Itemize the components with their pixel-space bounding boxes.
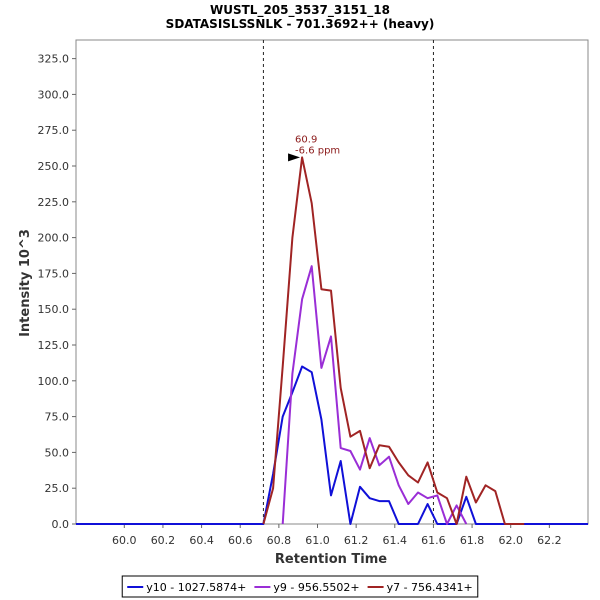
legend-entry: y7 - 756.4341+ [387, 581, 473, 594]
y-tick-label: 200.0 [38, 232, 70, 245]
x-axis-label: Retention Time [275, 552, 387, 567]
legend-entry: y10 - 1027.5874+ [146, 581, 246, 594]
x-tick-label: 61.8 [460, 534, 485, 547]
y-tick-label: 250.0 [38, 160, 70, 173]
legend-entry: y9 - 956.5502+ [273, 581, 359, 594]
chart-title: WUSTL_205_3537_3151_18 [210, 3, 390, 18]
series-line [76, 365, 588, 525]
x-tick-label: 61.0 [305, 534, 330, 547]
x-tick-label: 60.6 [228, 534, 253, 547]
peak-rt-label: 60.9 [295, 134, 317, 145]
y-axis-label: Intensity 10^3 [18, 229, 33, 337]
y-tick-label: 25.0 [45, 482, 70, 495]
x-tick-label: 61.4 [383, 534, 408, 547]
y-tick-label: 275.0 [38, 124, 70, 137]
peak-annotation: 60.9-6.6 ppm [288, 134, 340, 162]
y-tick-label: 175.0 [38, 267, 70, 280]
peak-marker [288, 153, 301, 162]
x-axis: 60.0 60.2 60.4 60.6 60.8 61.0 61.2 61.4 61.6 61.8… [112, 524, 562, 547]
x-tick-label: 61.6 [421, 534, 446, 547]
integration-boundaries [262, 40, 434, 524]
legend: y10 - 1027.5874+ y9 - 956.5502+ y7 - 756.4… [121, 575, 479, 598]
x-tick-label: 62.0 [498, 534, 523, 547]
y-tick-label: 0.0 [52, 518, 70, 531]
x-tick-label: 60.0 [112, 534, 137, 547]
x-tick-label: 60.8 [267, 534, 292, 547]
y-axis: 0.0 25.0 50.0 75.0 100.0 125.0 150.0 175.0 200.0… [38, 53, 76, 531]
legend-box [121, 575, 479, 598]
y-tick-label: 75.0 [45, 411, 70, 424]
series-line [281, 265, 468, 525]
y-tick-label: 100.0 [38, 375, 70, 388]
x-tick-label: 62.2 [537, 534, 562, 547]
plot-border [75, 39, 589, 525]
y-tick-label: 325.0 [38, 53, 70, 66]
y-tick-label: 150.0 [38, 303, 70, 316]
y-tick-label: 225.0 [38, 196, 70, 209]
series-lines [76, 156, 588, 525]
plot-area [75, 39, 589, 525]
series-line [262, 156, 525, 525]
x-tick-label: 60.4 [189, 534, 214, 547]
y-tick-label: 125.0 [38, 339, 70, 352]
x-tick-label: 61.2 [344, 534, 369, 547]
peak-ppm-label: -6.6 ppm [295, 145, 340, 156]
y-tick-label: 50.0 [45, 446, 70, 459]
chart-subtitle: SDATASISLSSNLK - 701.3692++ (heavy) [166, 17, 435, 31]
y-tick-label: 300.0 [38, 88, 70, 101]
x-tick-label: 60.2 [151, 534, 176, 547]
